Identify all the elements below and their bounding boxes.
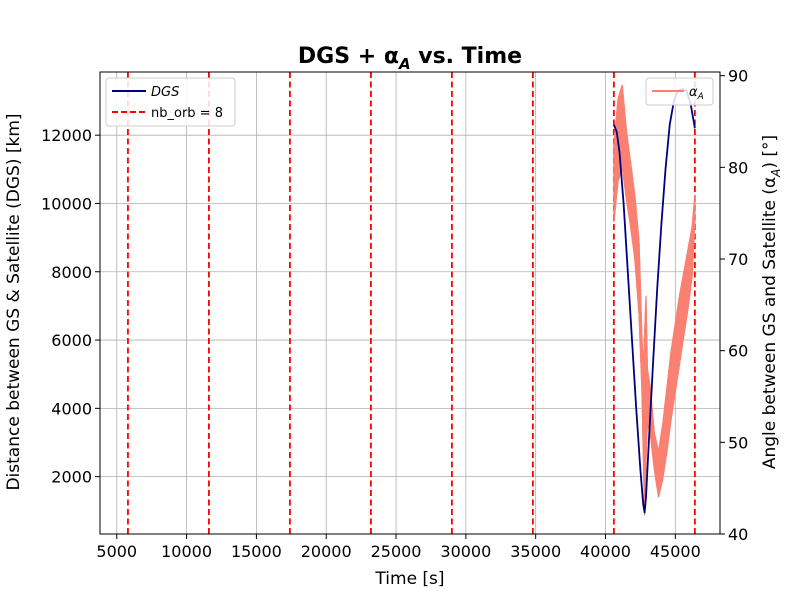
legend-right: αA [645,77,714,106]
x-tick-label-7: 40000 [580,542,631,561]
grid-lines [100,72,720,534]
legend-alpha-label: αA [689,85,704,102]
x-ticks: 5000 10000 15000 20000 25000 30000 35000 40000 4… [96,534,701,561]
x-tick-label-5: 30000 [440,542,491,561]
y-left-tick-label-0: 2000 [51,468,92,487]
alpha-line [613,84,696,513]
y-right-ticks: 40 50 60 70 80 90 [720,67,748,544]
y-left-ticks: 2000 4000 6000 8000 10000 12000 [41,126,100,487]
legend-dgs-label: DGS [151,85,179,100]
y-right-tick-label-2: 60 [728,342,748,361]
y-left-axis-label: Distance between GS & Satellite (DGS) [k… [4,113,24,490]
x-tick-label-0: 5000 [96,542,137,561]
y-left-tick-label-4: 10000 [41,194,92,213]
x-tick-label-8: 45000 [650,542,701,561]
chart-title: DGS + αA vs. Time [298,44,522,73]
y-left-tick-label-3: 8000 [51,263,92,282]
x-tick-label-1: 10000 [161,542,212,561]
legend-left: DGS nb_orb = 8 [105,77,236,127]
x-tick-label-4: 25000 [371,542,422,561]
orbit-vlines [127,72,696,534]
y-left-tick-label-2: 6000 [51,331,92,350]
x-tick-label-6: 35000 [510,542,561,561]
x-tick-label-2: 15000 [231,542,282,561]
plot-frame [99,71,721,535]
y-right-tick-label-4: 80 [728,158,748,177]
y-right-tick-label-0: 40 [728,525,748,544]
y-left-tick-label-5: 12000 [41,126,92,145]
x-axis-label: Time [s] [374,569,444,589]
legend-orb-label: nb_orb = 8 [151,106,223,121]
y-right-tick-label-1: 50 [728,433,748,452]
y-left-tick-label-1: 4000 [51,399,92,418]
series-lines [613,84,696,516]
x-tick-label-3: 20000 [301,542,352,561]
y-right-tick-label-3: 70 [728,250,748,269]
y-right-tick-label-5: 90 [728,67,748,86]
y-right-axis-label: Angle between GS and Satellite (αA) [°] [760,135,783,469]
